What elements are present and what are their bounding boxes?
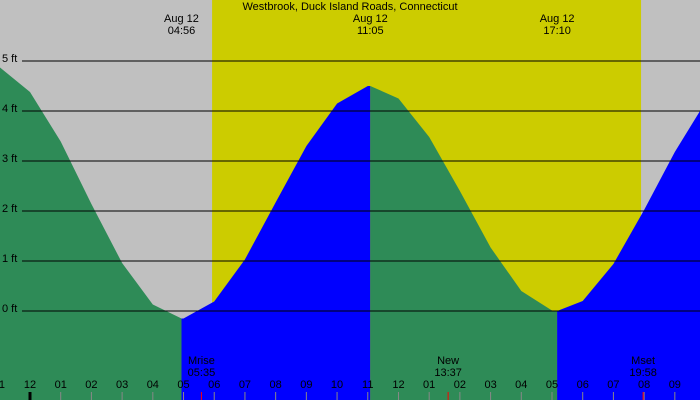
y-tick-label: 3 ft [2, 153, 17, 165]
tide-event-time: 04:56 [168, 25, 196, 37]
tide-event-date: Aug 12 [164, 13, 199, 25]
y-tick-label: 2 ft [2, 203, 17, 215]
tide-area [557, 111, 700, 400]
x-tick-label: 06 [577, 379, 589, 391]
y-tick-label: 4 ft [2, 103, 17, 115]
x-tick-label: 12 [24, 379, 36, 391]
x-tick-label: 04 [515, 379, 527, 391]
x-tick-label: 06 [208, 379, 220, 391]
tide-area [0, 67, 182, 400]
x-tick-label: 03 [116, 379, 128, 391]
y-tick-label: 1 ft [2, 253, 17, 265]
tide-event-date: Aug 12 [540, 13, 575, 25]
moon-event-time: 13:37 [434, 367, 462, 379]
tide-event-date: Aug 12 [353, 13, 388, 25]
moon-event-time: 19:58 [629, 367, 657, 379]
moon-event-label: New [437, 355, 459, 367]
x-tick-label: 05 [177, 379, 189, 391]
x-tick-label: 01 [55, 379, 67, 391]
x-tick-label: 08 [638, 379, 650, 391]
x-tick-label: 09 [669, 379, 681, 391]
tide-event-time: 11:05 [357, 25, 384, 37]
x-tick-label: 02 [454, 379, 466, 391]
x-tick-label: 12 [392, 379, 404, 391]
x-tick-label: 04 [147, 379, 159, 391]
x-tick-label: 05 [546, 379, 558, 391]
x-tick-label: 02 [85, 379, 97, 391]
tide-event-time: 17:10 [543, 25, 571, 37]
x-tick-label: 07 [239, 379, 251, 391]
moon-event-label: Mset [631, 355, 655, 367]
moon-event-label: Mrise [188, 355, 215, 367]
x-tick-label: 09 [300, 379, 312, 391]
x-tick-label: 01 [423, 379, 435, 391]
x-tick-label: 08 [270, 379, 282, 391]
x-tick-label: 07 [607, 379, 619, 391]
x-tick-label: 11 [0, 379, 5, 391]
tide-area [181, 86, 371, 400]
chart-title: Westbrook, Duck Island Roads, Connecticu… [242, 1, 457, 13]
moon-event-time: 05:35 [188, 367, 216, 379]
y-tick-label: 5 ft [2, 53, 17, 65]
x-tick-label: 11 [362, 379, 373, 391]
x-tick-label: 03 [484, 379, 496, 391]
x-tick-label: 10 [331, 379, 343, 391]
y-tick-label: 0 ft [2, 303, 17, 315]
tide-area [370, 86, 558, 400]
